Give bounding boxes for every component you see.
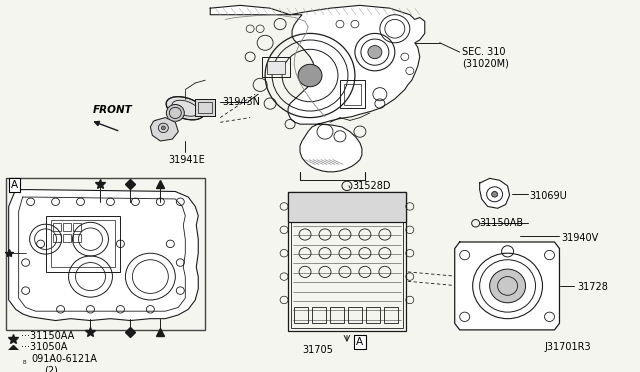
Polygon shape [9, 190, 198, 321]
Polygon shape [210, 5, 425, 172]
Bar [288, 192, 406, 222]
Ellipse shape [166, 97, 204, 120]
Circle shape [368, 46, 382, 59]
Circle shape [161, 126, 165, 130]
Text: ···31150AA: ···31150AA [20, 330, 74, 340]
Bar [195, 99, 215, 116]
Text: 31705: 31705 [303, 345, 333, 355]
Text: 31069U: 31069U [529, 190, 567, 201]
Text: FRONT: FRONT [93, 105, 132, 115]
Circle shape [298, 64, 322, 87]
Bar [52, 223, 61, 231]
Text: SEC. 310: SEC. 310 [461, 48, 505, 57]
Text: 31150AB: 31150AB [479, 218, 524, 228]
Bar [51, 221, 115, 267]
Circle shape [166, 105, 184, 121]
Bar [72, 234, 81, 242]
Polygon shape [479, 179, 509, 208]
Text: (31020M): (31020M) [461, 59, 509, 69]
Bar [288, 192, 406, 331]
Bar [291, 195, 403, 328]
Bar [366, 307, 380, 323]
Bar [330, 307, 344, 323]
Bar [63, 234, 70, 242]
Bar [45, 216, 120, 272]
Bar [6, 179, 205, 330]
Bar [72, 223, 81, 231]
Bar [195, 99, 215, 116]
Text: 31528D: 31528D [352, 181, 390, 191]
Bar [294, 307, 308, 323]
Bar [344, 84, 361, 105]
Polygon shape [454, 242, 559, 330]
Text: 31941E: 31941E [168, 155, 205, 165]
Bar [52, 234, 61, 242]
Polygon shape [150, 118, 179, 141]
Bar [384, 307, 398, 323]
Text: A: A [11, 180, 18, 190]
Text: (2): (2) [45, 365, 58, 372]
Bar [262, 57, 290, 77]
Text: B: B [23, 360, 26, 365]
Bar [288, 192, 406, 222]
Bar [198, 102, 212, 113]
Text: 31940V: 31940V [561, 232, 599, 243]
Bar [63, 223, 70, 231]
Text: 091A0-6121A: 091A0-6121A [31, 354, 97, 364]
Text: J31701R3: J31701R3 [545, 342, 591, 352]
Circle shape [492, 192, 498, 197]
Text: ···31050A: ···31050A [20, 342, 67, 352]
Text: 31943N: 31943N [222, 97, 260, 107]
Text: 31728: 31728 [577, 282, 608, 292]
Bar [312, 307, 326, 323]
Text: A: A [356, 337, 364, 347]
Bar [267, 61, 285, 74]
Circle shape [490, 269, 525, 303]
Bar [340, 80, 365, 108]
Bar [348, 307, 362, 323]
